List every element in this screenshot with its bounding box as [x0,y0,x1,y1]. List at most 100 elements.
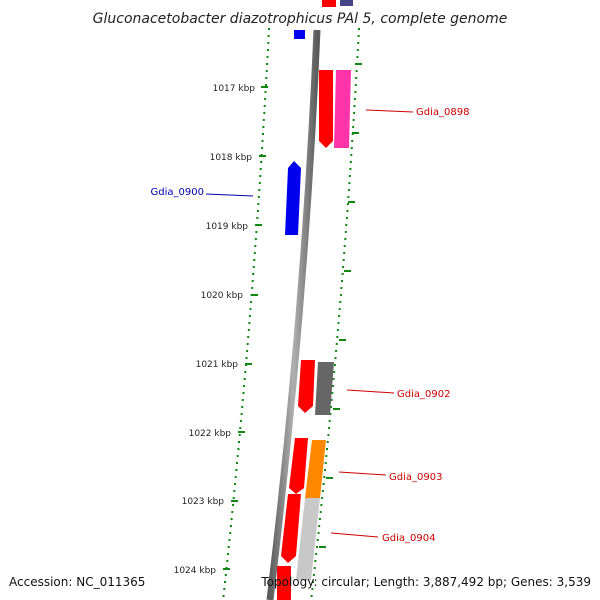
inner-ring-dot [311,588,314,590]
outer-ring-dot [243,378,246,380]
outer-ring-dot [232,497,235,499]
tick-1024: 1024 kbp [174,566,230,576]
outer-ring-dot [238,441,240,443]
inner-ring-dot [333,371,336,373]
inner-ring-dot [319,511,322,513]
outer-ring-dot [261,147,264,149]
inner-ring-dot [344,231,347,233]
inner-ring-dot [358,28,360,30]
outer-ring-dot [229,525,232,527]
ring-dots [222,28,360,597]
gene-blue-top[interactable] [294,30,305,39]
inner-ring-dot [314,560,317,562]
inner-ring-dot [332,378,335,380]
tick-1021: 1021 kbp [196,360,252,370]
gene-Gdia_0902[interactable] [315,362,334,415]
gene-label-text: Gdia_0902 [397,389,450,400]
outer-ring-dot [253,259,256,261]
inner-ring-dot [334,357,337,359]
outer-ring-dot [228,539,231,541]
inner-ring-dot [336,329,339,331]
inner-ring-dot [354,84,357,86]
inner-ring-dot [350,154,353,156]
inner-ring-dot [344,238,347,240]
inner-ring-dot [354,91,357,93]
label-Gdia_0898[interactable]: Gdia_0898 [365,107,469,118]
gene-navy-top[interactable] [340,0,353,6]
gene-red-0901[interactable] [298,360,315,413]
outer-ring-dot [261,140,264,142]
outer-ring-dot [241,399,244,401]
inner-ring-dot [353,112,356,114]
inner-ring-dot [337,322,340,324]
inner-ring-dot [332,385,334,387]
outer-ring-dot [246,350,249,352]
outer-ring-dot [264,91,267,93]
tick-1017: 1017 kbp [213,84,268,94]
gene-Gdia_0903[interactable] [305,440,326,498]
inner-ring-dot [357,42,360,44]
outer-ring-dot [251,287,254,289]
gene-Gdia_0904[interactable] [296,498,320,580]
inner-ring-dot [316,546,318,548]
outer-ring-dot [239,420,242,422]
outer-ring-dot [224,574,227,576]
inner-ring-dot [312,574,315,576]
inner-ring-dot [318,525,321,527]
outer-ring-dot [260,161,263,163]
gene-red-a[interactable] [289,438,308,494]
outer-ring-dot [259,168,262,170]
inner-ring-dot [352,119,355,121]
inner-ring-dot [346,210,349,212]
inner-ring-dot [318,518,321,520]
inner-ring-dot [345,224,348,226]
inner-ring-dashes [319,63,362,548]
gene-Gdia_0900[interactable] [285,161,301,235]
outer-ring-dot [245,357,248,359]
tick-1019: 1019 kbp [206,222,262,232]
inner-ring-dot [355,77,358,79]
outer-ring-dot [267,35,270,37]
inner-ring-dot [345,217,348,219]
inner-ring-dot [346,203,349,205]
outer-ring-dot [223,588,226,590]
inner-ring-dot [353,105,356,107]
inner-ring-dot [357,35,360,37]
gene-red-bottom[interactable] [277,566,291,600]
inner-ring-dot [342,266,345,268]
outer-ring-dot [239,427,242,429]
outer-ring-dot [262,119,265,121]
tick-label: 1017 kbp [213,84,256,94]
inner-ring-dot [349,168,352,170]
inner-ring-dot [328,427,331,429]
label-Gdia_0903[interactable]: Gdia_0903 [338,471,442,483]
outer-ring-dot [257,203,260,205]
inner-ring-dot [343,252,346,254]
inner-ring-dot [356,49,359,51]
gene-label-text: Gdia_0900 [151,187,204,198]
outer-ring-dot [263,112,266,114]
inner-ring-dot [323,476,326,478]
gene-red-0897[interactable] [319,70,333,148]
inner-ring-dot [328,420,331,422]
inner-ring-dot [341,273,344,275]
inner-ring-dot [316,539,319,541]
gene-red-b[interactable] [281,494,301,563]
gene-red-top[interactable] [322,0,336,7]
label-Gdia_0902[interactable]: Gdia_0902 [346,389,450,400]
inner-ring-dot [339,301,342,303]
inner-ring-dot [340,287,343,289]
outer-ring-dot [231,511,234,513]
inner-ring-dot [327,434,330,436]
label-Gdia_0904[interactable]: Gdia_0904 [330,532,435,544]
outer-ring-dot [241,406,244,408]
gene-Gdia_0898[interactable] [334,70,351,148]
label-Gdia_0900[interactable]: Gdia_0900 [151,187,254,198]
inner-ring-dot [330,399,333,401]
inner-ring-dot [342,259,345,261]
outer-ring-dot [257,196,260,198]
inner-ring-dot [338,308,341,310]
outer-ring-dot [258,182,261,184]
